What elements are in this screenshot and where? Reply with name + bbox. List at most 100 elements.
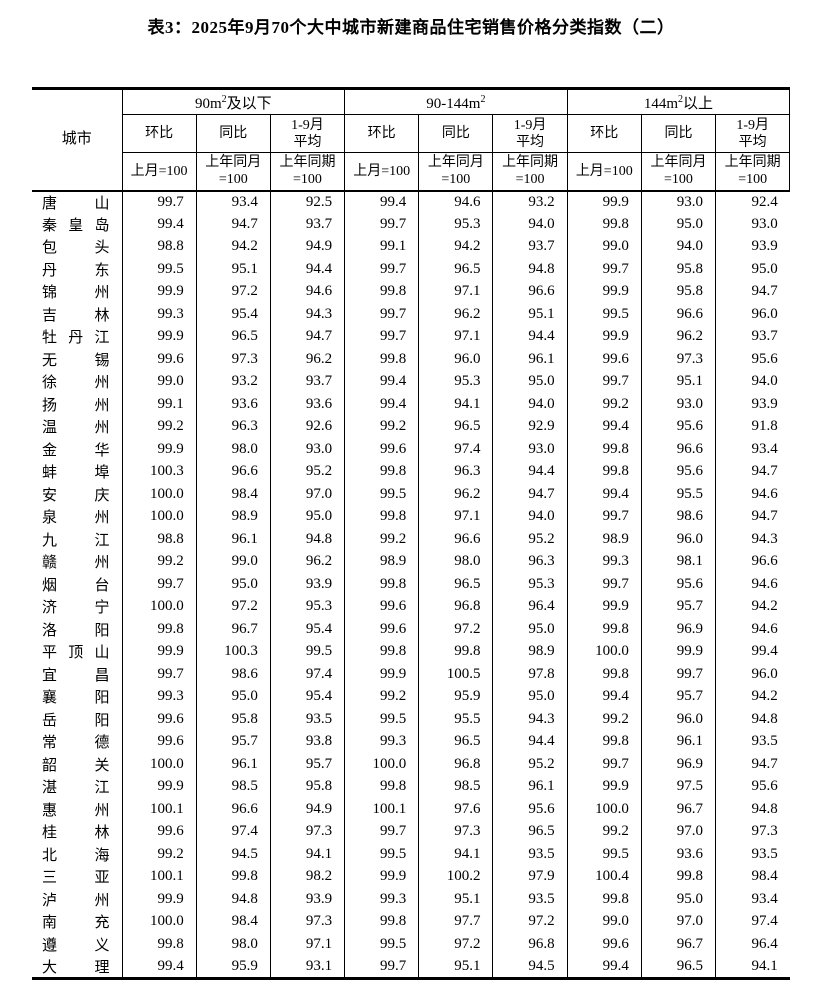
city-cell: 温州 <box>32 416 122 439</box>
city-name: 三亚 <box>42 866 110 887</box>
city-char: 州 <box>94 375 110 392</box>
value-cell: 94.8 <box>269 528 345 551</box>
value-cell: 94.4 <box>492 325 568 348</box>
value-cell: 98.9 <box>344 550 419 573</box>
value-cell: 95.0 <box>492 370 568 393</box>
value-cell: 99.6 <box>344 618 419 641</box>
value-cell: 99.6 <box>121 708 197 731</box>
value-cell: 94.4 <box>492 460 568 483</box>
metric-header-1-0: 环比 <box>344 114 420 153</box>
city-name: 锦州 <box>42 281 110 302</box>
value-cell: 96.5 <box>418 258 493 281</box>
table-row: 常德 99.6 95.7 93.8 99.3 96.5 94.4 99.8 96.1 93.5 <box>32 730 790 753</box>
value-cell: 97.1 <box>418 325 493 348</box>
value-cell: 99.7 <box>121 663 197 686</box>
city-char: 德 <box>94 735 110 752</box>
value-cell: 95.7 <box>640 685 716 708</box>
table-row: 牡丹江 99.9 96.5 94.7 99.7 97.1 94.4 99.9 96.2 93.7 <box>32 325 790 349</box>
value-cell: 93.6 <box>269 393 345 416</box>
value-cell: 99.9 <box>344 865 419 888</box>
value-cell: 96.9 <box>640 753 716 776</box>
value-cell: 96.2 <box>418 303 493 326</box>
group-header-0: 90m2及以下 <box>121 87 346 115</box>
value-cell: 93.6 <box>640 843 716 866</box>
value-cell: 94.0 <box>492 213 568 236</box>
city-name: 金华 <box>42 439 110 460</box>
value-cell: 92.9 <box>492 415 568 438</box>
city-name: 牡丹江 <box>42 326 110 347</box>
value-cell: 93.5 <box>492 888 568 911</box>
value-cell: 96.7 <box>195 618 271 641</box>
value-cell: 93.0 <box>269 438 345 461</box>
value-cell: 99.3 <box>344 730 419 753</box>
city-cell: 大理 <box>32 955 122 980</box>
city-char: 埠 <box>94 465 110 482</box>
city-name: 遵义 <box>42 934 110 955</box>
city-name: 平顶山 <box>42 641 110 662</box>
table-row: 烟台 99.7 95.0 93.9 99.8 96.5 95.3 99.7 95.6 94.6 <box>32 573 790 596</box>
value-cell: 93.7 <box>269 213 345 236</box>
value-cell: 95.5 <box>418 708 493 731</box>
metric-header-1-2: 1-9月 平均 <box>492 114 568 153</box>
value-cell: 99.7 <box>344 955 419 980</box>
value-cell: 95.4 <box>269 685 345 708</box>
value-cell: 95.3 <box>418 213 493 236</box>
city-char: 岳 <box>42 712 58 729</box>
value-cell: 95.2 <box>492 753 568 776</box>
table-row: 蚌埠 100.3 96.6 95.2 99.8 96.3 94.4 99.8 95.6 94.7 <box>32 460 790 483</box>
city-cell: 吉林 <box>32 303 122 326</box>
city-char: 平 <box>42 645 58 662</box>
value-cell: 100.0 <box>344 753 419 776</box>
value-cell: 94.7 <box>715 280 790 303</box>
value-cell: 96.3 <box>418 460 493 483</box>
value-cell: 93.9 <box>715 393 790 416</box>
value-cell: 97.5 <box>640 775 716 798</box>
value-cell: 94.1 <box>269 843 345 866</box>
city-char: 吉 <box>42 307 58 324</box>
city-cell: 牡丹江 <box>32 326 122 349</box>
value-cell: 94.0 <box>715 370 790 393</box>
value-cell: 97.1 <box>418 505 493 528</box>
value-cell: 98.6 <box>640 505 716 528</box>
city-name: 宜昌 <box>42 664 110 685</box>
value-cell: 95.0 <box>492 685 568 708</box>
value-cell: 93.4 <box>715 438 790 461</box>
value-cell: 97.0 <box>269 483 345 506</box>
city-name: 常德 <box>42 731 110 752</box>
city-cell: 扬州 <box>32 393 122 416</box>
value-cell: 95.8 <box>640 280 716 303</box>
value-cell: 95.9 <box>418 685 493 708</box>
city-char: 锦 <box>42 285 58 302</box>
superscript: 2 <box>480 94 486 105</box>
value-cell: 99.9 <box>121 325 197 348</box>
value-cell: 97.3 <box>640 348 716 371</box>
city-char: 昌 <box>94 667 110 684</box>
value-cell: 95.0 <box>640 213 716 236</box>
value-cell: 96.6 <box>418 528 493 551</box>
value-cell: 99.0 <box>566 235 642 258</box>
city-char: 州 <box>94 397 110 414</box>
table-row: 宜昌 99.7 98.6 97.4 99.9 100.5 97.8 99.8 99.7 96.0 <box>32 663 790 686</box>
value-cell: 98.0 <box>195 933 271 956</box>
table-row: 大理 99.4 95.9 93.1 99.7 95.1 94.5 99.4 96.5 94.1 <box>32 955 790 980</box>
city-char: 唐 <box>42 195 58 212</box>
table-body: 唐山 99.7 93.4 92.5 99.4 94.6 93.2 99.9 93.0 92.4 秦皇… <box>32 190 790 980</box>
city-char: 州 <box>94 420 110 437</box>
value-cell: 99.5 <box>566 303 642 326</box>
value-cell: 95.6 <box>715 775 790 798</box>
value-cell: 96.6 <box>640 303 716 326</box>
value-cell: 94.8 <box>715 798 790 821</box>
value-cell: 94.6 <box>269 280 345 303</box>
value-cell: 99.6 <box>121 730 197 753</box>
value-cell: 97.9 <box>492 865 568 888</box>
value-cell: 97.6 <box>418 798 493 821</box>
value-cell: 99.7 <box>344 213 419 236</box>
value-cell: 94.8 <box>195 888 271 911</box>
city-name: 惠州 <box>42 799 110 820</box>
table-row: 洛阳 99.8 96.7 95.4 99.6 97.2 95.0 99.8 96.9 94.6 <box>32 618 790 641</box>
metric-header-0-2: 1-9月 平均 <box>269 114 346 153</box>
city-name: 洛阳 <box>42 619 110 640</box>
base-header-0-2: 上年同期 =100 <box>269 152 346 192</box>
value-cell: 99.8 <box>344 280 419 303</box>
city-cell: 泉州 <box>32 506 122 529</box>
